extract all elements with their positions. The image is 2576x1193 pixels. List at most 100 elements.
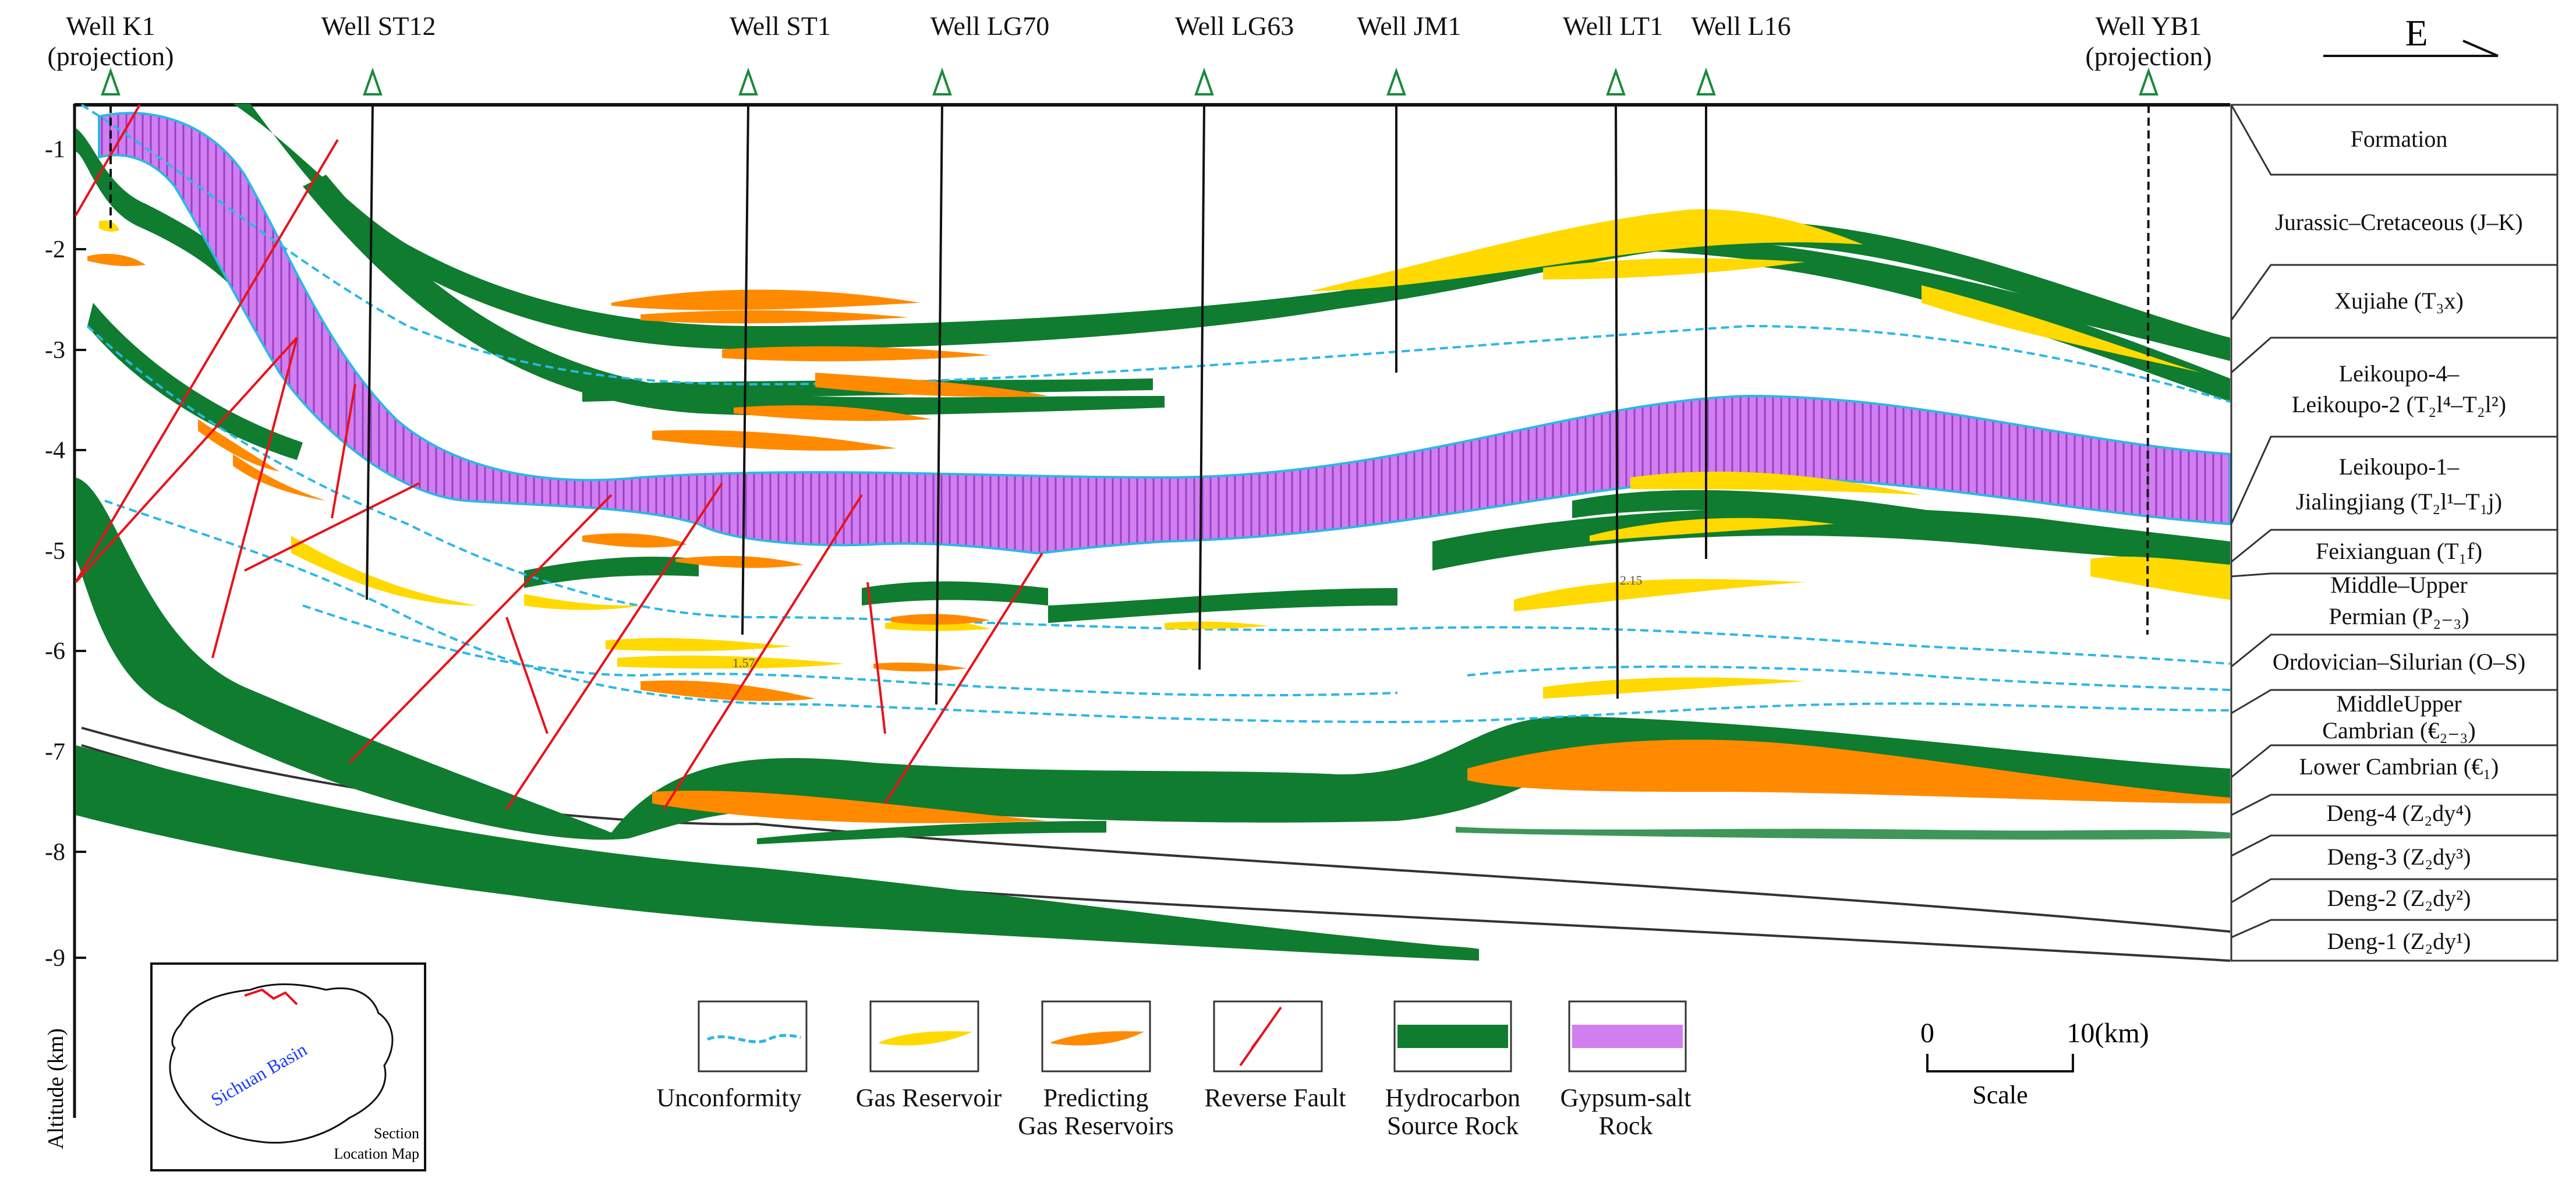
formation-deng-4: Deng-4 (Z₂dy⁴) <box>2327 800 2472 826</box>
unconformity-lines <box>80 104 2231 724</box>
gas-reservoirs <box>99 209 2230 699</box>
legend-label: Gas Reservoir <box>856 1084 1002 1112</box>
formation-deng-1: Deng-1 (Z₂dy¹) <box>2327 928 2471 954</box>
well-lg63: Well LG63 <box>1175 11 1294 95</box>
well-note: (projection) <box>47 41 174 71</box>
formation-header: Formation <box>2351 126 2448 152</box>
legend-label-line2: Rock <box>1599 1111 1653 1140</box>
y-tick-label: -1 <box>45 136 65 163</box>
formation-column: Formation Jurassic–Cretaceous (J–K) Xuji… <box>2230 104 2559 962</box>
well-marker-icon <box>738 67 758 95</box>
well-name: Well LG70 <box>930 11 1050 41</box>
formation-leikoupo-1-line2: Jialingjiang (T₂l¹–T₁j) <box>2296 488 2502 515</box>
legend-gypsum-salt: Gypsum-salt Rock <box>1561 1000 1692 1140</box>
y-tick-label: -3 <box>45 337 65 364</box>
well-name: Well K1 <box>66 11 155 41</box>
legend-label-line1: Hydrocarbon <box>1385 1084 1520 1112</box>
legend-gas-reservoir: Gas Reservoir <box>856 1000 1002 1112</box>
well-marker-icon <box>1606 67 1626 95</box>
well-jm1: Well JM1 <box>1357 11 1462 95</box>
formation-deng-2: Deng-2 (Z₂dy²) <box>2327 885 2471 911</box>
well-name: Well JM1 <box>1357 11 1461 41</box>
y-tick-label: -6 <box>45 638 65 665</box>
well-name: Well ST12 <box>321 11 436 41</box>
formation-lower-cambrian: Lower Cambrian (€₁) <box>2299 753 2499 780</box>
source-rock-swatch-icon <box>1397 1025 1508 1048</box>
formation-permian-line2: Permian (P₂₋₃) <box>2329 603 2469 629</box>
well-marker-icon <box>932 67 952 95</box>
unconformity-swatch-icon <box>707 1033 801 1043</box>
scale-start: 0 <box>1920 1018 1934 1049</box>
formation-ordovician-silurian: Ordovician–Silurian (O–S) <box>2273 649 2525 675</box>
section-trace-line <box>244 988 298 1006</box>
legend-source-rock: Hydrocarbon Source Rock <box>1385 1000 1520 1140</box>
reverse-faults <box>75 104 1043 810</box>
well-marker-icon <box>101 67 121 95</box>
lt1-annotation: 2.15 <box>1620 573 1643 587</box>
legend-label-line1: Predicting <box>1043 1084 1149 1112</box>
well-k1: Well K1 (projection) <box>47 11 174 95</box>
legend-reverse-fault: Reverse Fault <box>1204 1000 1346 1112</box>
y-tick-label: -4 <box>45 437 65 464</box>
gypsum-salt-body <box>98 112 2231 555</box>
well-marker-icon <box>1194 67 1214 95</box>
scale-end: 10(km) <box>2067 1018 2149 1049</box>
y-axis: -1 -2 -3 -4 -5 -6 -7 -8 -9 Altitude (km) <box>44 104 86 1149</box>
formation-cambrian-line2: Cambrian (€₂₋₃) <box>2322 717 2475 744</box>
east-direction-arrow: E <box>2323 12 2499 57</box>
legend-label-line2: Gas Reservoirs <box>1018 1111 1174 1140</box>
well-name: Well LG63 <box>1175 11 1294 41</box>
well-name: Well ST1 <box>730 11 831 41</box>
sichuan-basin-outline <box>169 983 394 1144</box>
legend-predicting-gas: Predicting Gas Reservoirs <box>1018 1000 1174 1140</box>
y-axis-label: Altitude (km) <box>44 1028 68 1149</box>
legend-label: Unconformity <box>656 1084 801 1112</box>
formation-leikoupo-1-line1: Leikoupo-1– <box>2339 454 2460 480</box>
inset-caption-line1: Section <box>374 1125 419 1142</box>
legend: Unconformity Gas Reservoir Predicting Ga… <box>656 1000 1692 1140</box>
well-note: (projection) <box>2085 41 2211 71</box>
y-tick-label: -5 <box>45 538 65 565</box>
inset-caption-line2: Location Map <box>334 1145 419 1162</box>
formation-leikoupo-4-line2: Leikoupo-2 (T₂l⁴–T₂l²) <box>2292 391 2506 417</box>
formation-feixianguan: Feixianguan (T₁f) <box>2316 538 2482 564</box>
well-yb1: Well YB1 (projection) <box>2085 11 2212 95</box>
well-headers: Well K1 (projection) Well ST12 Well ST1 … <box>47 11 2212 95</box>
well-name: Well L16 <box>1691 11 1791 41</box>
well-marker-icon <box>2139 67 2159 95</box>
well-name: Well YB1 <box>2096 11 2202 41</box>
gas-reservoir-swatch-icon <box>879 1031 972 1046</box>
st1-annotation: 1.57 <box>733 656 755 670</box>
well-marker-icon <box>1386 67 1406 95</box>
scale-label: Scale <box>1972 1081 2027 1109</box>
well-st12: Well ST12 <box>321 11 436 95</box>
legend-label: Reverse Fault <box>1204 1084 1346 1112</box>
predicting-gas-reservoirs <box>87 253 2230 823</box>
legend-label-line2: Source Rock <box>1387 1111 1519 1140</box>
y-tick-label: -7 <box>45 739 65 766</box>
formation-jurassic-cretaceous: Jurassic–Cretaceous (J–K) <box>2275 209 2522 235</box>
well-lg70: Well LG70 <box>930 11 1050 95</box>
well-lt1: Well LT1 <box>1563 11 1663 95</box>
direction-label: E <box>2405 12 2428 54</box>
well-st1: Well ST1 <box>730 11 831 95</box>
formation-xujiahe: Xujiahe (T₃x) <box>2334 288 2464 314</box>
gypsum-salt-swatch-icon <box>1572 1025 1683 1048</box>
well-marker-icon <box>363 67 383 95</box>
formation-permian-line1: Middle–Upper <box>2330 572 2468 598</box>
y-tick-label: -9 <box>45 945 65 972</box>
predicting-gas-swatch-icon <box>1051 1031 1144 1046</box>
legend-unconformity: Unconformity <box>656 1000 808 1112</box>
scale-bar: 0 10(km) Scale <box>1920 1018 2149 1109</box>
formation-cambrian-line1: MiddleUpper <box>2336 691 2462 717</box>
formation-deng-3: Deng-3 (Z₂dy³) <box>2327 844 2471 870</box>
well-boreholes <box>109 104 2150 705</box>
well-name: Well LT1 <box>1563 11 1663 41</box>
inset-location-map: Sichuan Basin Section Location Map <box>150 962 426 1171</box>
well-marker-icon <box>1696 67 1716 95</box>
y-tick-label: -8 <box>45 839 65 866</box>
legend-label-line1: Gypsum-salt <box>1561 1084 1692 1112</box>
y-tick-label: -2 <box>45 236 65 263</box>
